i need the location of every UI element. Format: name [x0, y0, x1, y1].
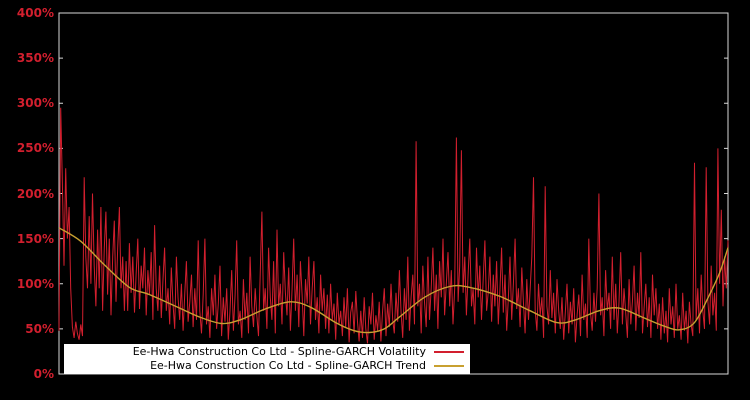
legend-label-trend: Ee-Hwa Construction Co Ltd - Spline-GARC… — [150, 359, 426, 372]
y-tick-label: 250% — [16, 141, 54, 156]
y-tick-label: 400% — [16, 6, 54, 20]
y-tick-label: 150% — [16, 231, 54, 246]
y-tick-label: 100% — [16, 276, 54, 291]
legend-label-volatility: Ee-Hwa Construction Co Ltd - Spline-GARC… — [132, 345, 426, 358]
legend-item-volatility: Ee-Hwa Construction Co Ltd - Spline-GARC… — [64, 345, 470, 359]
y-tick-label: 300% — [16, 96, 54, 111]
trend-series-line — [58, 227, 729, 334]
y-tick-label: 200% — [16, 186, 54, 201]
legend: Ee-Hwa Construction Co Ltd - Spline-GARC… — [64, 344, 470, 374]
volatility-series-line — [58, 107, 729, 344]
y-tick-label: 350% — [16, 51, 54, 66]
y-tick-label: 0% — [33, 367, 54, 381]
y-tick-label: 50% — [25, 321, 54, 336]
legend-item-trend: Ee-Hwa Construction Co Ltd - Spline-GARC… — [64, 359, 470, 373]
trend-line-sample — [434, 365, 464, 367]
volatility-line-sample — [434, 351, 464, 353]
